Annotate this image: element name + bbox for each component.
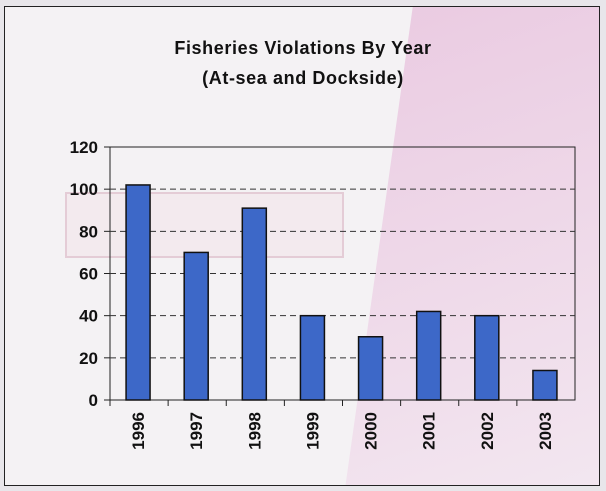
y-tick-label: 120 (70, 138, 98, 157)
x-tick-label-2000: 2000 (362, 412, 381, 450)
chart-frame (4, 6, 600, 486)
bar-2000 (357, 336, 384, 401)
y-tick-label: 0 (89, 391, 98, 410)
x-tick-label-2001: 2001 (420, 412, 439, 450)
y-tick-label: 100 (70, 180, 98, 199)
bar-2003 (532, 369, 558, 401)
bar-1998 (241, 207, 268, 401)
x-tick-label-1996: 1996 (129, 412, 148, 450)
y-tick-label: 20 (79, 349, 98, 368)
background-ghost-box (65, 192, 344, 258)
y-tick-label: 80 (79, 222, 98, 241)
x-tick-label-1999: 1999 (303, 412, 322, 450)
bar-2001 (415, 310, 442, 401)
x-tick-label-1997: 1997 (187, 412, 206, 450)
x-tick-label-2002: 2002 (478, 412, 497, 450)
y-tick-label: 60 (79, 265, 98, 284)
bar-2002 (474, 314, 500, 401)
x-tick-label-1998: 1998 (245, 412, 264, 450)
chart-subtitle: (At-sea and Dockside) (202, 68, 404, 88)
bar-1999 (299, 314, 326, 401)
x-tick-label-2003: 2003 (536, 412, 555, 450)
chart-title: Fisheries Violations By Year (174, 38, 432, 58)
y-tick-label: 40 (79, 307, 98, 326)
bar-1997 (183, 251, 209, 401)
bar-1996 (125, 184, 151, 401)
